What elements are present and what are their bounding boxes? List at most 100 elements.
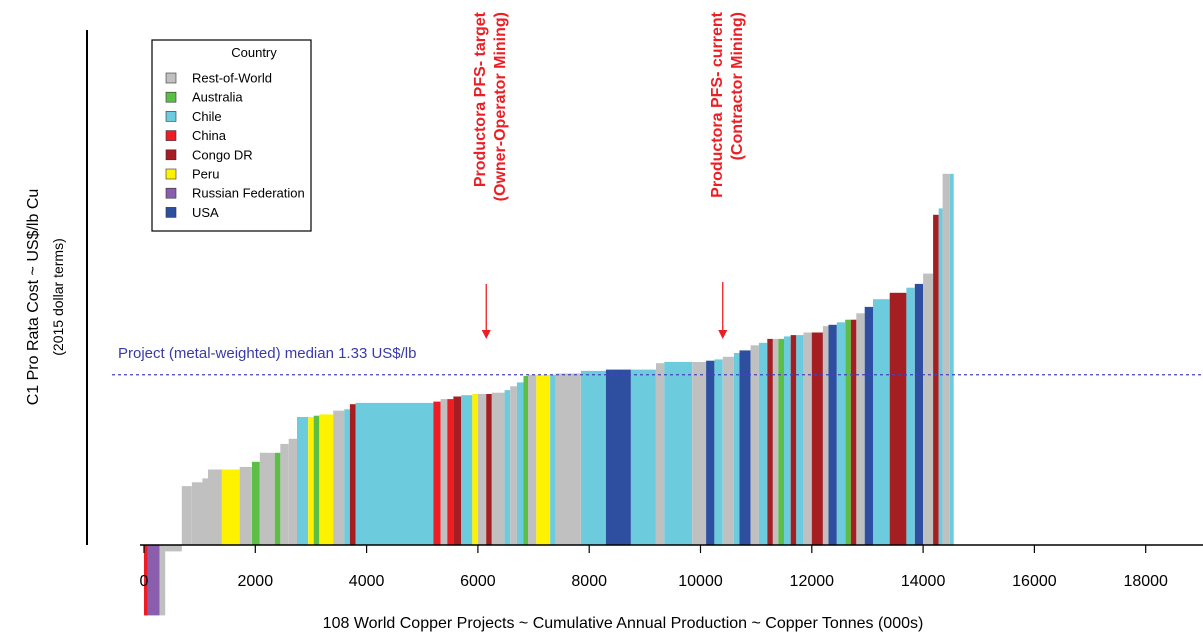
legend-item-rest-of-world: Rest-of-World	[165, 71, 272, 86]
legend-item-australia: Australia	[165, 90, 243, 105]
bar-rest-of-world-2	[159, 545, 166, 616]
legend-title: Country	[231, 45, 277, 60]
bar-rest-of-world-24	[440, 399, 448, 545]
legend-item-peru: Peru	[165, 167, 219, 182]
bar-peru-8	[221, 469, 240, 545]
bar-chile-22	[355, 402, 434, 545]
bar-rest-of-world-51	[750, 345, 759, 545]
bar-peru-16	[308, 417, 314, 545]
bar-rest-of-world-43	[656, 363, 665, 545]
bar-congo-dr-53	[767, 338, 773, 545]
annotation-1: Productora PFS- target (Owner-Operator Mi…	[472, 11, 509, 339]
bar-australia-10	[252, 461, 260, 545]
bar-rest-of-world-19	[333, 410, 345, 545]
y-axis-label: C1 Pro Rata Cost ~ US$/lb Cu	[25, 189, 42, 406]
annotation-arrow-head	[718, 330, 728, 339]
x-tick-label: 2000	[238, 573, 274, 590]
legend-label: China	[192, 128, 227, 143]
bar-australia-35	[523, 376, 528, 545]
bar-china-25	[447, 399, 454, 545]
bar-chile-40	[580, 370, 606, 545]
bar-chile-76	[949, 173, 954, 546]
bar-usa-46	[706, 360, 715, 545]
bar-australia-64	[845, 319, 851, 545]
x-tick-label: 0	[140, 573, 149, 590]
legend-label: Peru	[192, 167, 219, 182]
bar-chile-49	[733, 353, 740, 545]
bar-australia-55	[778, 338, 784, 545]
x-tick-label: 10000	[678, 573, 723, 590]
bar-rest-of-world-33	[510, 386, 517, 545]
bar-peru-28	[472, 394, 478, 545]
x-tick-label: 16000	[1012, 573, 1057, 590]
bar-australia-17	[313, 415, 320, 545]
legend-item-congo-dr: Congo DR	[165, 147, 253, 162]
legend-item-russian-federation: Russian Federation	[165, 186, 305, 201]
bar-rest-of-world-61	[822, 326, 829, 545]
bar-australia-12	[274, 452, 281, 545]
bar-rest-of-world-11	[259, 452, 275, 545]
bar-usa-41	[605, 369, 631, 545]
bar-rest-of-world-59	[803, 332, 812, 545]
bar-chile-27	[461, 395, 473, 545]
bar-congo-dr-69	[889, 292, 907, 545]
legend-label: Chile	[192, 109, 222, 124]
legend-item-usa: USA	[165, 205, 219, 220]
bar-congo-dr-30	[486, 394, 492, 545]
bar-chile-58	[796, 335, 804, 545]
bar-rest-of-world-48	[722, 356, 734, 545]
annotation-line2: (Contractor Mining)	[729, 12, 746, 160]
bar-russian-federation-1	[147, 545, 160, 616]
bar-chile-38	[550, 374, 556, 545]
bar-rest-of-world-6	[202, 478, 208, 545]
legend-swatch	[165, 149, 177, 161]
legend-swatch	[165, 72, 177, 84]
bar-rest-of-world-4	[181, 486, 192, 545]
bars-layer	[144, 173, 954, 616]
legend-box	[151, 39, 312, 232]
legend-item-chile: Chile	[165, 109, 222, 124]
bar-rest-of-world-45	[692, 362, 707, 545]
bar-rest-of-world-36	[528, 374, 537, 545]
legend-item-china: China	[165, 128, 227, 143]
legend: Country Rest-of-World Australia Chile China…	[151, 39, 312, 232]
bar-chile-74	[938, 208, 943, 545]
bar-rest-of-world-7	[208, 469, 222, 545]
bar-rest-of-world-75	[942, 173, 950, 546]
legend-label: USA	[192, 205, 219, 220]
bar-chile-15	[297, 417, 309, 545]
annotation-arrow-head	[481, 330, 491, 339]
bar-usa-67	[864, 306, 873, 545]
annotation-line1: Productora PFS- target	[472, 11, 489, 187]
bar-china-23	[433, 401, 441, 545]
legend-label: Russian Federation	[192, 186, 305, 201]
x-tick-label: 14000	[901, 573, 946, 590]
annotations: Productora PFS- target (Owner-Operator Mi…	[472, 11, 746, 339]
legend-label: Congo DR	[192, 147, 253, 162]
bar-china-0	[144, 545, 148, 616]
bar-rest-of-world-72	[923, 273, 934, 545]
legend-swatch	[165, 111, 177, 122]
legend-label: Australia	[192, 90, 243, 105]
bar-rest-of-world-9	[239, 466, 252, 545]
x-axis-label: 108 World Copper Projects ~ Cumulative A…	[323, 615, 924, 632]
bar-rest-of-world-14	[288, 438, 297, 545]
bar-congo-dr-26	[453, 396, 462, 545]
bar-congo-dr-60	[811, 332, 823, 545]
bar-rest-of-world-54	[772, 338, 779, 545]
bar-chile-63	[836, 322, 846, 545]
legend-swatch	[165, 91, 177, 103]
legend-label: Rest-of-World	[192, 71, 272, 86]
bar-peru-37	[536, 374, 551, 545]
median-label: Project (metal-weighted) median 1.33 US$…	[118, 345, 416, 362]
axes-layer	[86, 30, 1203, 546]
legend-swatch	[165, 187, 177, 199]
x-tick-label: 4000	[349, 573, 385, 590]
x-ticks: 0 2000 4000 6000 8000 10000 12000 14000 16000 180…	[140, 545, 1168, 590]
bar-rest-of-world-13	[280, 443, 289, 545]
bar-usa-62	[828, 324, 837, 545]
x-tick-label: 8000	[571, 573, 607, 590]
bar-usa-71	[914, 283, 924, 545]
bar-rest-of-world-39	[555, 373, 581, 545]
